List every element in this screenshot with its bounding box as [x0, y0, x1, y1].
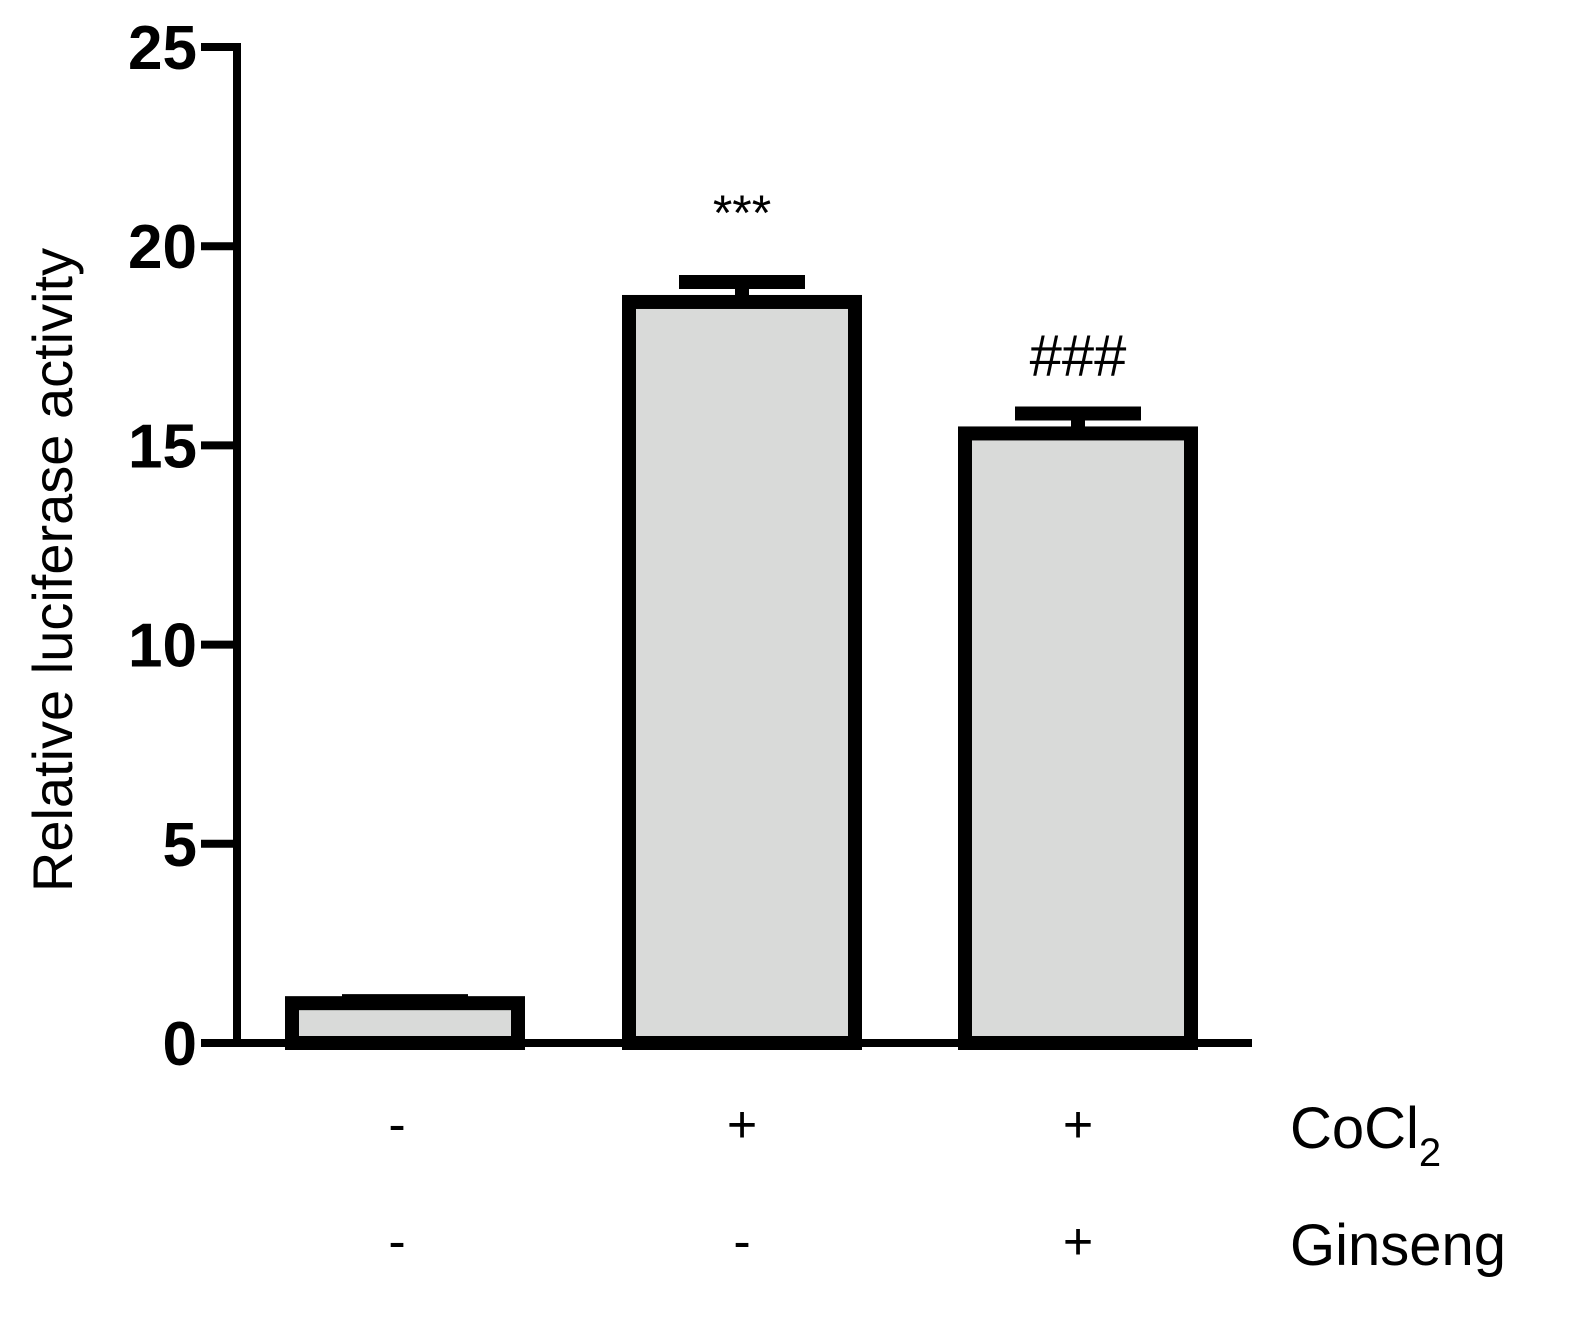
y-tick-label: 5: [163, 811, 197, 880]
condition-sign: +: [727, 1096, 757, 1154]
y-tick-label: 20: [128, 213, 197, 282]
condition-sign: +: [1063, 1096, 1093, 1154]
y-axis-title: Relative luciferase activity: [21, 248, 84, 892]
bar: [285, 996, 525, 1050]
significance-annotation: ***: [713, 185, 771, 241]
condition-sign: +: [1063, 1213, 1093, 1271]
condition-label: Ginseng: [1290, 1213, 1506, 1278]
significance-annotation: ###: [1030, 324, 1127, 389]
y-tick-label: 15: [128, 412, 197, 481]
condition-label: CoCl2: [1290, 1096, 1441, 1175]
condition-label-subscript: 2: [1419, 1131, 1441, 1175]
condition-sign: -: [733, 1213, 750, 1271]
y-tick-label: 0: [163, 1010, 197, 1079]
y-tick-label: 10: [128, 612, 197, 681]
condition-sign: -: [388, 1096, 405, 1154]
bar: [958, 426, 1198, 1050]
bar: [622, 294, 862, 1050]
y-tick-label: 25: [128, 14, 197, 83]
condition-sign: -: [388, 1213, 405, 1271]
